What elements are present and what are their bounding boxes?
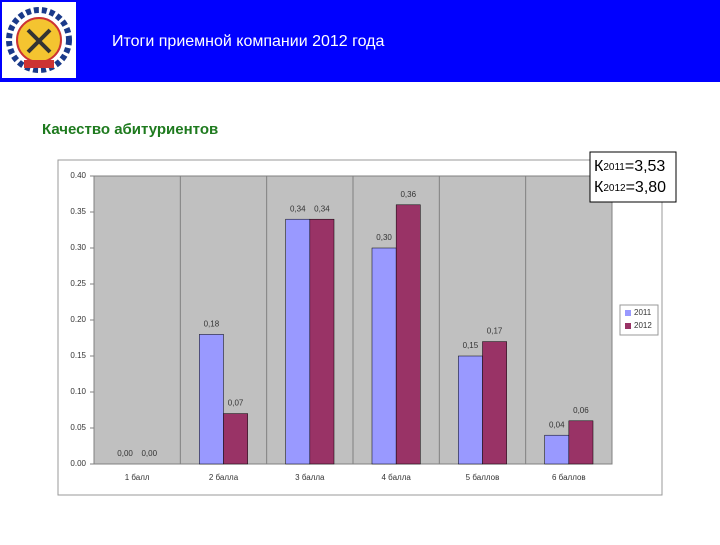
bar [544, 434, 570, 465]
value-label: 0,00 [141, 449, 157, 458]
bar [371, 247, 397, 465]
value-label: 0,18 [204, 320, 220, 329]
y-tick-label: 0.35 [70, 207, 86, 216]
bar [458, 355, 483, 465]
legend-swatch [625, 310, 631, 316]
value-label: 0,30 [376, 233, 392, 242]
x-tick-label: 4 балла [382, 473, 412, 482]
k-line: К2011=3,53 [594, 158, 665, 175]
value-label: 0,15 [463, 341, 479, 350]
k-value: =3,80 [626, 179, 667, 196]
x-tick-label: 2 балла [209, 473, 239, 482]
x-tick-label: 3 балла [295, 473, 325, 482]
k-box [589, 151, 677, 203]
y-tick-label: 0.25 [70, 279, 86, 288]
y-tick-label: 0.15 [70, 351, 86, 360]
bar [285, 218, 311, 465]
y-tick-label: 0.20 [70, 315, 86, 324]
value-label: 0,07 [228, 399, 244, 408]
bar [482, 341, 507, 465]
bar [395, 204, 421, 465]
y-tick-label: 0.30 [70, 243, 86, 252]
k-letter: К [594, 158, 604, 175]
x-tick-label: 5 баллов [466, 473, 500, 482]
legend-label: 2012 [634, 321, 652, 330]
header-bar [0, 0, 720, 82]
k-year: 2011 [603, 162, 625, 173]
k-line: К2012=3,80 [594, 179, 666, 196]
value-label: 0,36 [400, 190, 416, 199]
value-label: 0,00 [117, 449, 133, 458]
x-tick-label: 1 балл [125, 473, 150, 482]
value-label: 0,06 [573, 406, 589, 415]
value-label: 0,17 [487, 327, 503, 336]
y-tick-label: 0.00 [70, 459, 86, 468]
bar [199, 334, 224, 465]
k-letter: К [594, 179, 604, 196]
y-tick-label: 0.40 [70, 171, 86, 180]
k-value: =3,53 [625, 158, 666, 175]
value-label: 0,34 [290, 204, 306, 213]
legend-swatch [625, 323, 631, 329]
y-tick-label: 0.05 [70, 423, 86, 432]
legend-label: 2011 [634, 308, 652, 317]
bar [223, 413, 248, 465]
value-label: 0,34 [314, 204, 330, 213]
header-title: Итоги приемной компании 2012 года [112, 33, 384, 50]
k-year: 2012 [603, 183, 626, 194]
logo [6, 7, 72, 73]
subtitle: Качество абитуриентов [42, 121, 218, 138]
x-tick-label: 6 баллов [552, 473, 586, 482]
value-label: 0,04 [549, 420, 565, 429]
y-tick-label: 0.10 [70, 387, 86, 396]
bar [568, 420, 594, 465]
bar [309, 218, 335, 465]
